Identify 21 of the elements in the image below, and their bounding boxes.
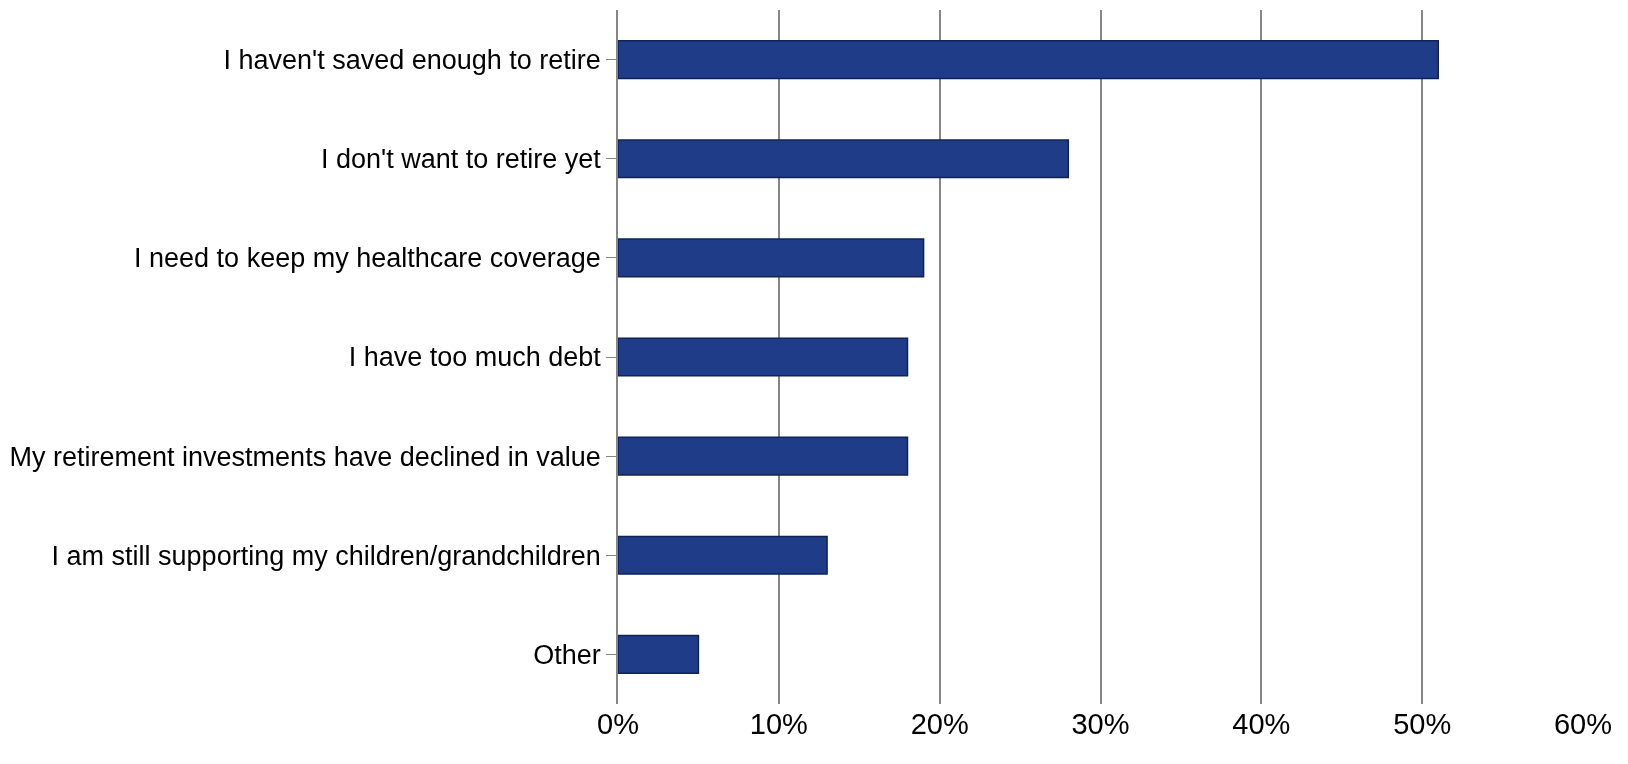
bar	[618, 436, 909, 476]
y-tick-label: Other	[533, 639, 601, 670]
bar	[618, 238, 925, 278]
y-tick-label: I don't want to retire yet	[321, 144, 602, 175]
bar	[618, 337, 909, 377]
y-tick-label: My retirement investments have declined in value	[9, 441, 601, 472]
bar	[618, 535, 828, 575]
x-tick-label: 30%	[1071, 708, 1130, 740]
x-tick-label: 0%	[597, 708, 639, 740]
x-tick-label: 60%	[1553, 708, 1613, 740]
bar	[618, 139, 1070, 179]
bar	[618, 634, 700, 675]
bar	[618, 39, 1439, 80]
y-tick-label: I am still supporting my children/grandchildren	[51, 540, 601, 571]
y-tick-label: I haven't saved enough to retire	[223, 45, 601, 76]
x-tick-label: 10%	[749, 708, 808, 740]
x-tick-label: 50%	[1393, 708, 1452, 740]
x-tick-label: 20%	[910, 708, 969, 740]
y-tick-label: I need to keep my healthcare coverage	[134, 243, 601, 274]
x-tick-label: 40%	[1232, 708, 1291, 740]
y-tick-label: I have too much debt	[348, 342, 602, 373]
